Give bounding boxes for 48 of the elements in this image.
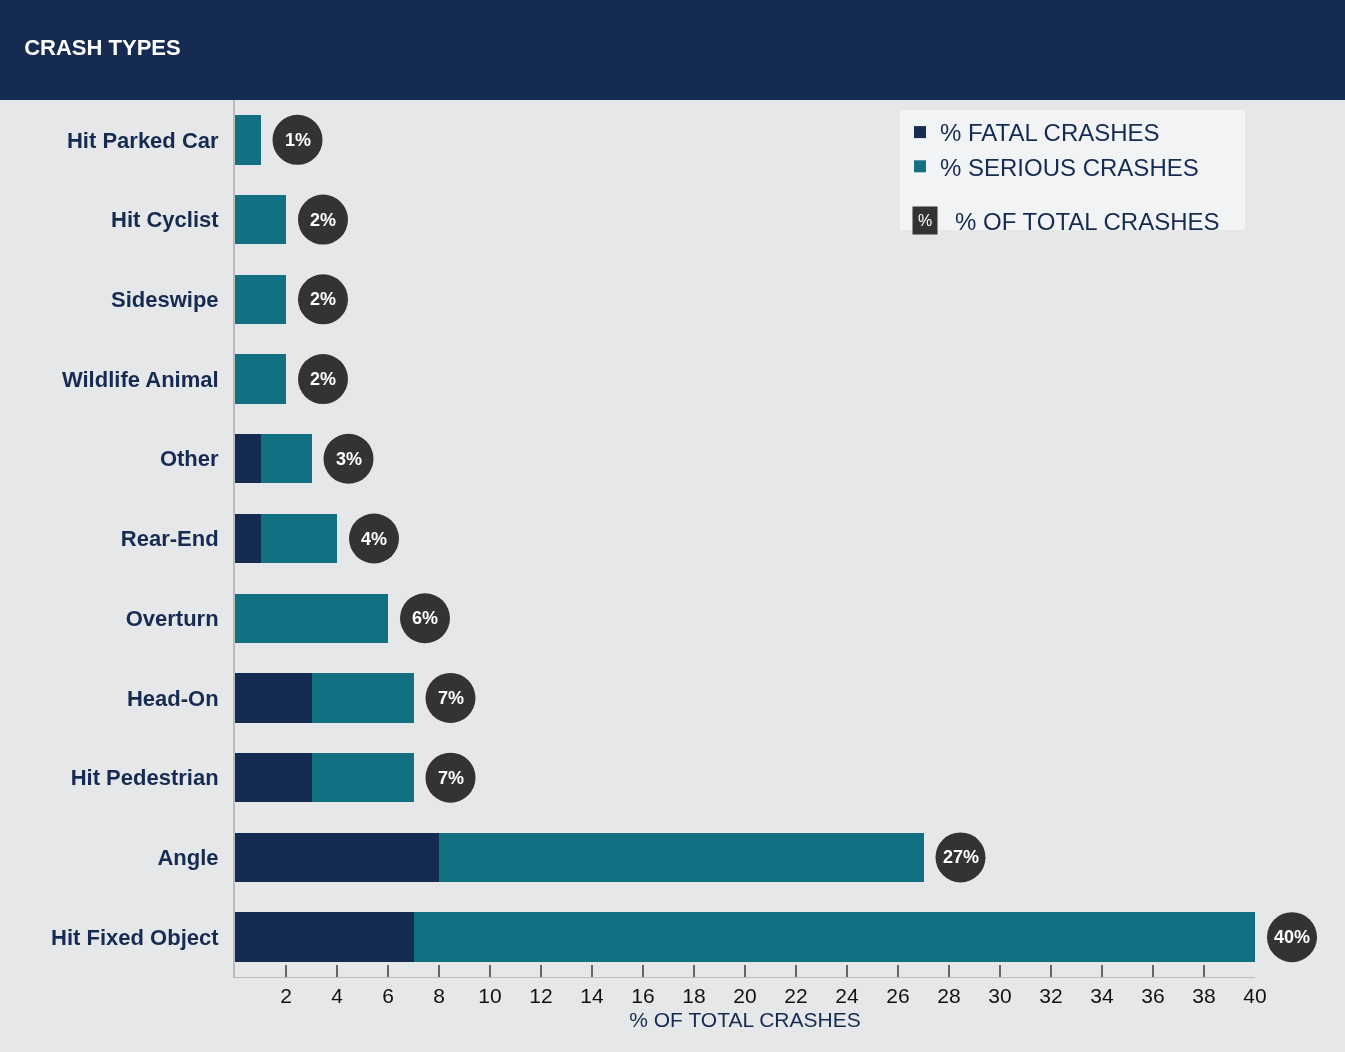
- chart-title: CRASH TYPES: [24, 35, 181, 61]
- x-tick-label: 20: [733, 984, 757, 1008]
- total-label: 40%: [1274, 927, 1311, 947]
- x-tick-label: 2: [280, 984, 292, 1008]
- x-tick-label: 24: [835, 984, 859, 1008]
- y-tick-label: Rear-End: [120, 526, 219, 552]
- y-tick-label: Hit Cyclist: [111, 207, 220, 233]
- annotation: % OF TOTAL CRASHES: [955, 208, 1220, 235]
- x-tick-label: 6: [382, 984, 394, 1008]
- y-tick-label: Hit Fixed Object: [51, 924, 220, 950]
- x-tick-label: 38: [1192, 984, 1216, 1008]
- y-tick-label: Hit Pedestrian: [70, 765, 219, 791]
- total-label: 4%: [361, 529, 388, 549]
- total-label: 2%: [310, 289, 337, 309]
- y-tick-label: Angle: [157, 845, 219, 871]
- x-tick-label: 16: [631, 984, 655, 1008]
- total-label: 1%: [285, 130, 312, 150]
- x-tick-label: 10: [478, 984, 502, 1008]
- x-tick-label: 40: [1243, 984, 1267, 1008]
- x-tick-label: 14: [580, 984, 604, 1008]
- x-tick-label: 34: [1090, 984, 1114, 1008]
- x-tick-label: 36: [1141, 984, 1165, 1008]
- x-tick-label: 28: [937, 984, 961, 1008]
- y-tick-label: Overturn: [125, 605, 219, 631]
- x-tick-label: 8: [433, 984, 445, 1008]
- total-label: 7%: [438, 768, 465, 788]
- x-tick-label: 4: [331, 984, 344, 1008]
- x-tick-label: 26: [886, 984, 910, 1008]
- y-tick-label: Other: [159, 446, 220, 472]
- total-label: 7%: [438, 688, 465, 708]
- y-tick-label: Head-On: [126, 685, 219, 711]
- total-label: 2%: [310, 210, 337, 230]
- y-tick-label: Wildlife Animal: [61, 366, 219, 392]
- legend-label: % FATAL CRASHES: [940, 119, 1160, 147]
- legend-label: % SERIOUS CRASHES: [940, 153, 1199, 181]
- y-tick-label: Sideswipe: [111, 287, 219, 313]
- total-label: 6%: [412, 608, 439, 628]
- total-label: 3%: [336, 449, 363, 469]
- x-tick-label: 32: [1039, 984, 1063, 1008]
- x-tick-label: 30: [988, 984, 1012, 1008]
- x-axis-title: % OF TOTAL CRASHES: [629, 1008, 861, 1032]
- x-tick-label: 18: [682, 984, 706, 1008]
- total-label: 27%: [943, 847, 980, 867]
- x-tick-label: 12: [529, 984, 553, 1008]
- annotation: %: [918, 212, 933, 229]
- total-label: 2%: [310, 369, 337, 389]
- x-tick-label: 22: [784, 984, 808, 1008]
- y-tick-label: Hit Parked Car: [66, 127, 220, 153]
